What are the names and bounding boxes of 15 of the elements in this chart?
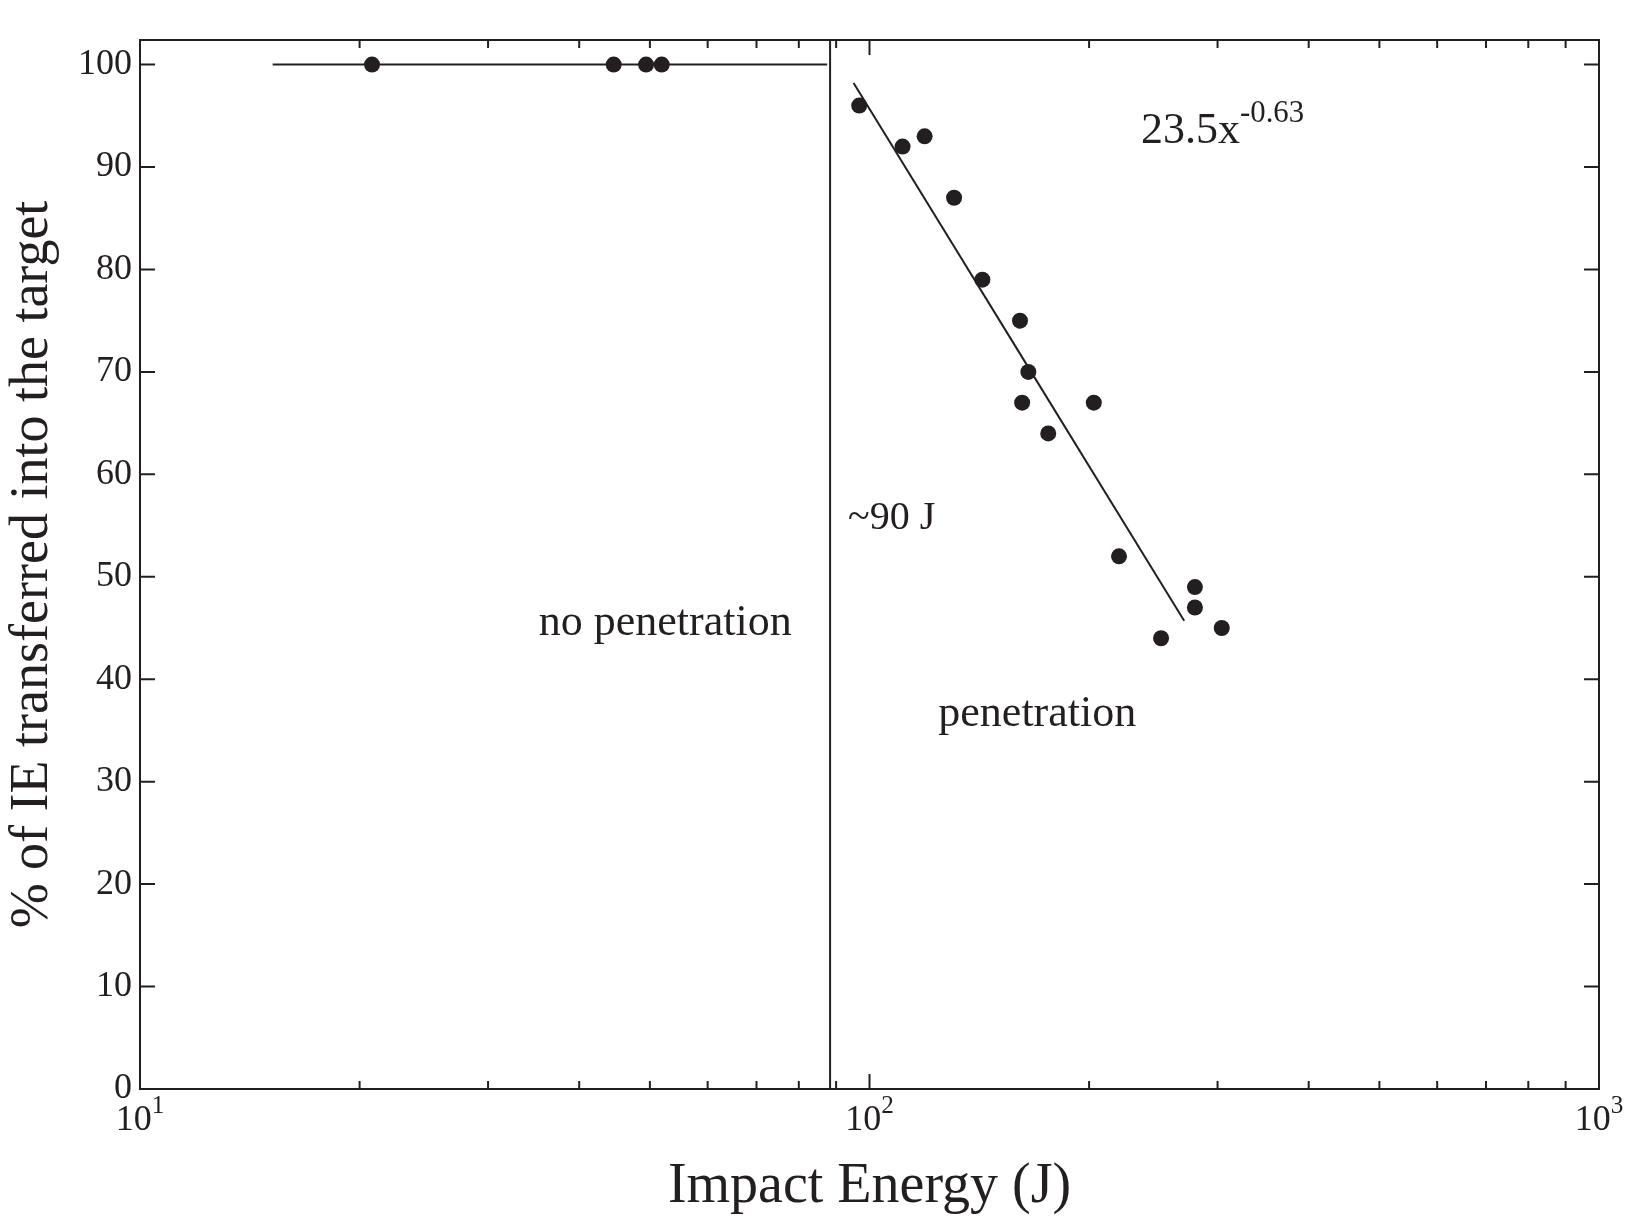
y-tick-label: 90 <box>96 144 132 185</box>
ref-line-label: ~90 J <box>848 492 936 538</box>
y-tick-label: 50 <box>96 554 132 595</box>
y-tick-label: 100 <box>78 42 132 83</box>
y-tick-label: 20 <box>96 861 132 902</box>
y-tick-label: 10 <box>96 964 132 1005</box>
y-tick-label: 80 <box>96 246 132 287</box>
y-axis-title: % of IE transferred into the target <box>0 200 59 929</box>
y-tick-label: 30 <box>96 759 132 800</box>
y-tick-label: 60 <box>96 451 132 492</box>
y-tick-label: 70 <box>96 349 132 390</box>
annotation: no penetration <box>538 595 792 645</box>
x-axis-title: Impact Energy (J) <box>667 1152 1072 1216</box>
y-tick-label: 40 <box>96 656 132 697</box>
annotation: penetration <box>938 687 1137 737</box>
